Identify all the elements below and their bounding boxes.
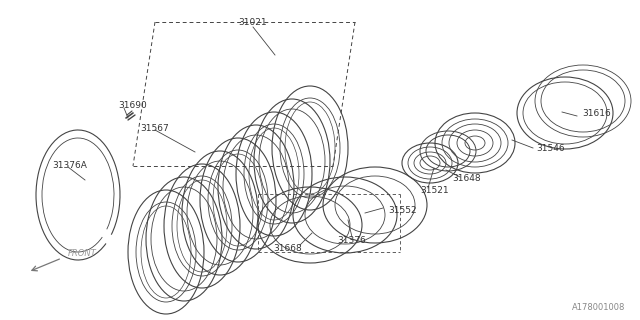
Text: 31376: 31376 — [338, 236, 366, 244]
Text: 31690: 31690 — [118, 100, 147, 109]
Text: A178001008: A178001008 — [572, 303, 625, 312]
Text: 31648: 31648 — [452, 173, 481, 182]
Text: 31376A: 31376A — [52, 161, 87, 170]
Text: 31552: 31552 — [388, 205, 417, 214]
Text: 31567: 31567 — [140, 124, 169, 132]
Text: 31546: 31546 — [536, 143, 564, 153]
Text: FRONT: FRONT — [68, 250, 97, 259]
Text: 31021: 31021 — [239, 18, 268, 27]
Text: 31668: 31668 — [274, 244, 302, 252]
Text: 31521: 31521 — [420, 186, 449, 195]
Text: 31616: 31616 — [582, 108, 611, 117]
